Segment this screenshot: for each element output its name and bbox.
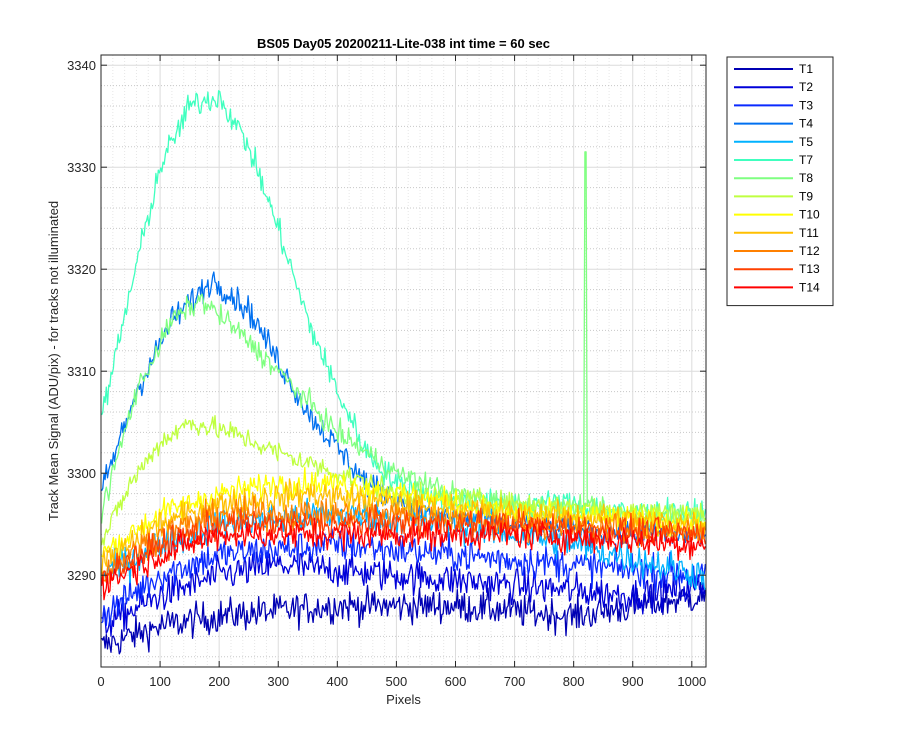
x-tick-label: 300: [267, 674, 289, 689]
legend-label: T14: [799, 280, 820, 294]
x-tick-label: 400: [326, 674, 348, 689]
y-tick-label: 3320: [67, 262, 96, 277]
series-line-t1: [101, 581, 707, 655]
y-tick-label: 3290: [67, 568, 96, 583]
legend-label: T4: [799, 117, 813, 131]
x-tick-label: 700: [504, 674, 526, 689]
y-tick-label: 3300: [67, 466, 96, 481]
ticks: 0 100 200 300 400 500 600 700 800 900 1000 3290 3300…: [67, 55, 706, 689]
legend-label: T10: [799, 208, 820, 222]
legend: T1 T2 T3 T4 T5 T7 T8 T9 T10 T11 T12 T13 T14: [726, 56, 834, 307]
x-tick-label: 900: [622, 674, 644, 689]
axes-box: [100, 54, 707, 668]
chart-title: BS05 Day05 20200211-Lite-038 int time = …: [257, 36, 550, 51]
y-tick-label: 3340: [67, 58, 96, 73]
legend-label: T1: [799, 62, 813, 76]
legend-label: T13: [799, 262, 820, 276]
legend-label: T8: [799, 171, 813, 185]
series-line-t13: [100, 504, 707, 583]
x-tick-label: 0: [97, 674, 104, 689]
legend-box: [726, 56, 834, 307]
series-lines: [100, 90, 707, 655]
legend-label: T11: [799, 226, 819, 240]
legend-label: T9: [799, 189, 813, 203]
y-axis-label: Track Mean Signal (ADU/pix) - for tracks…: [46, 201, 61, 521]
legend-label: T12: [799, 244, 820, 258]
legend-label: T2: [799, 80, 813, 94]
series-line-t14: [100, 516, 707, 601]
legend-label: T7: [799, 153, 813, 167]
series-line-t2: [101, 549, 706, 637]
x-tick-label: 500: [386, 674, 408, 689]
x-tick-label: 600: [445, 674, 467, 689]
x-tick-label: 1000: [677, 674, 706, 689]
x-tick-label: 800: [563, 674, 585, 689]
y-tick-label: 3310: [67, 364, 96, 379]
x-axis-label: Pixels: [386, 692, 421, 707]
y-tick-label: 3330: [67, 160, 96, 175]
x-tick-label: 200: [208, 674, 230, 689]
legend-label: T3: [799, 98, 813, 112]
series-line-t3: [101, 528, 707, 627]
x-tick-label: 100: [149, 674, 171, 689]
legend-label: T5: [799, 135, 813, 149]
